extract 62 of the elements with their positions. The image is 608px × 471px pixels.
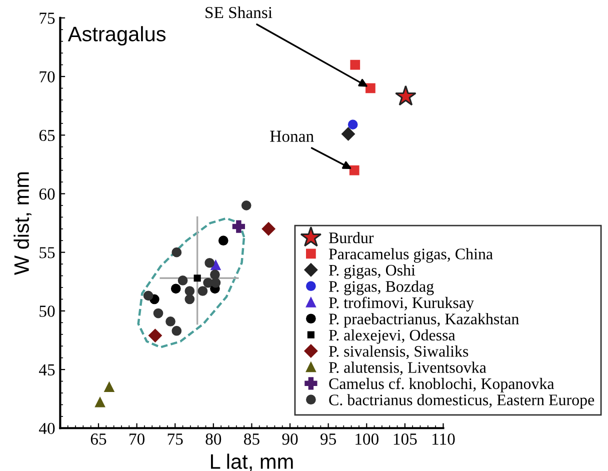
point [95, 397, 105, 408]
x-tick-label: 95 [320, 434, 336, 445]
x-tick-label: 80 [206, 433, 222, 445]
x-tick-label: 110 [432, 433, 455, 445]
point [232, 220, 246, 233]
legend-label: P. alutensis, Liventsovka [328, 362, 486, 376]
legend-label: P. trofimovi, Kuruksay [328, 296, 474, 312]
y-tick-label: 55 [40, 247, 55, 258]
legend-label: P. praebactrianus, Kazakhstan [328, 313, 519, 328]
legend-label: P. sivalensis, Siwaliks [328, 345, 468, 360]
x-tick-label: 70 [130, 433, 144, 445]
point [342, 127, 355, 141]
legend-label: Burdur [328, 232, 374, 244]
point [178, 276, 188, 286]
point [350, 60, 360, 70]
x-tick-label: 100 [356, 433, 378, 445]
point [348, 120, 358, 130]
point [172, 247, 182, 258]
legend-label: P. alexejevi, Odessa [328, 329, 456, 344]
point [104, 382, 114, 392]
point [170, 284, 181, 294]
point [366, 83, 376, 94]
legend-label: P. gigas, Oshi [328, 264, 416, 279]
legend-label: C. bactrianus domesticus, Eastern Europe [329, 394, 594, 409]
y-tick-label: 65 [39, 130, 55, 142]
point [262, 222, 276, 236]
x-tick-label: 65 [90, 434, 106, 445]
y-tick-label: 40 [38, 422, 55, 434]
y-axis-title: W dist, mm [14, 172, 32, 276]
point [184, 294, 195, 304]
point [194, 274, 201, 282]
point [241, 200, 252, 210]
point [210, 278, 221, 288]
y-tick-label: 60 [39, 188, 55, 200]
chart-title: Astragalus [68, 26, 166, 46]
x-tick-label: 85 [244, 433, 260, 445]
y-tick-label: 70 [40, 71, 55, 82]
y-tick-label: 50 [40, 306, 55, 317]
annotation: SE Shansi [206, 6, 272, 18]
point [184, 286, 195, 296]
point [153, 308, 164, 318]
y-tick-label: 45 [38, 364, 55, 376]
x-tick-label: 105 [394, 433, 417, 445]
x-tick-label: 75 [168, 434, 183, 445]
legend-label: P. gigas, Bozdag [328, 280, 434, 296]
point [218, 236, 228, 246]
point [143, 290, 154, 301]
point [204, 258, 215, 268]
x-axis-title: L lat, mm [210, 454, 293, 471]
x-tick-label: 90 [282, 433, 298, 445]
point [349, 165, 360, 176]
legend-label: Camelus cf. knoblochi, Kopanovka [329, 378, 554, 392]
point [210, 270, 220, 280]
point [395, 85, 416, 106]
annotation: Honan [270, 130, 314, 142]
y-tick-label: 75 [40, 12, 55, 24]
point [210, 260, 221, 270]
point [198, 286, 208, 296]
point [166, 316, 176, 326]
legend-label: Paracamelus gigas, China [328, 248, 493, 263]
point [148, 328, 162, 342]
point [172, 326, 182, 336]
